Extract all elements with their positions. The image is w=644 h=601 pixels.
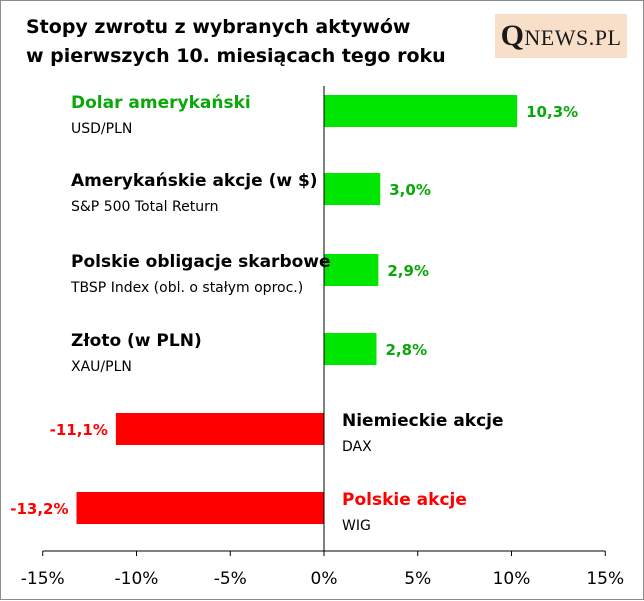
value-label-1: 3,0%: [389, 181, 431, 199]
value-label-5: -13,2%: [10, 500, 68, 518]
category-name-2: Polskie obligacje skarbowe: [71, 252, 331, 272]
category-name-3: Złoto (w PLN): [71, 331, 202, 351]
qnews-logo: QNEWS.PL: [495, 14, 627, 58]
logo-text: QNEWS.PL: [500, 19, 622, 52]
chart-title-line-2: w pierwszych 10. miesiącach tego roku: [26, 45, 446, 67]
chart-title: Stopy zwrotu z wybranych aktywów w pierw…: [26, 13, 446, 71]
chart-title-line-1: Stopy zwrotu z wybranych aktywów: [26, 16, 411, 38]
category-sub-2: TBSP Index (obl. o stałym oproc.): [70, 280, 303, 296]
category-name-1: Amerykańskie akcje (w $): [71, 171, 318, 191]
category-sub-5: WIG: [342, 518, 371, 534]
category-name-0: Dolar amerykański: [71, 93, 251, 113]
bar-0: [324, 95, 518, 127]
bar-4: [115, 413, 324, 445]
x-tick-label-6: 15%: [586, 569, 624, 589]
x-tick-label-2: -5%: [214, 569, 247, 589]
value-label-2: 2,9%: [387, 262, 429, 280]
category-name-5: Polskie akcje: [342, 490, 467, 510]
category-sub-1: S&P 500 Total Return: [71, 199, 218, 215]
value-label-0: 10,3%: [526, 103, 578, 121]
category-name-4: Niemieckie akcje: [342, 411, 504, 431]
x-tick-label-1: -10%: [115, 569, 159, 589]
value-label-4: -11,1%: [50, 421, 108, 439]
bar-1: [324, 173, 381, 205]
bar-3: [324, 333, 377, 365]
category-sub-4: DAX: [342, 439, 372, 455]
x-tick-label-3: 0%: [311, 569, 338, 589]
x-tick-label-5: 10%: [493, 569, 531, 589]
value-label-3: 2,8%: [386, 341, 428, 359]
category-sub-3: XAU/PLN: [71, 359, 132, 375]
bar-2: [324, 254, 379, 286]
x-tick-label-0: -15%: [21, 569, 65, 589]
category-sub-0: USD/PLN: [71, 121, 132, 137]
bar-5: [76, 492, 324, 524]
x-tick-label-4: 5%: [404, 569, 431, 589]
